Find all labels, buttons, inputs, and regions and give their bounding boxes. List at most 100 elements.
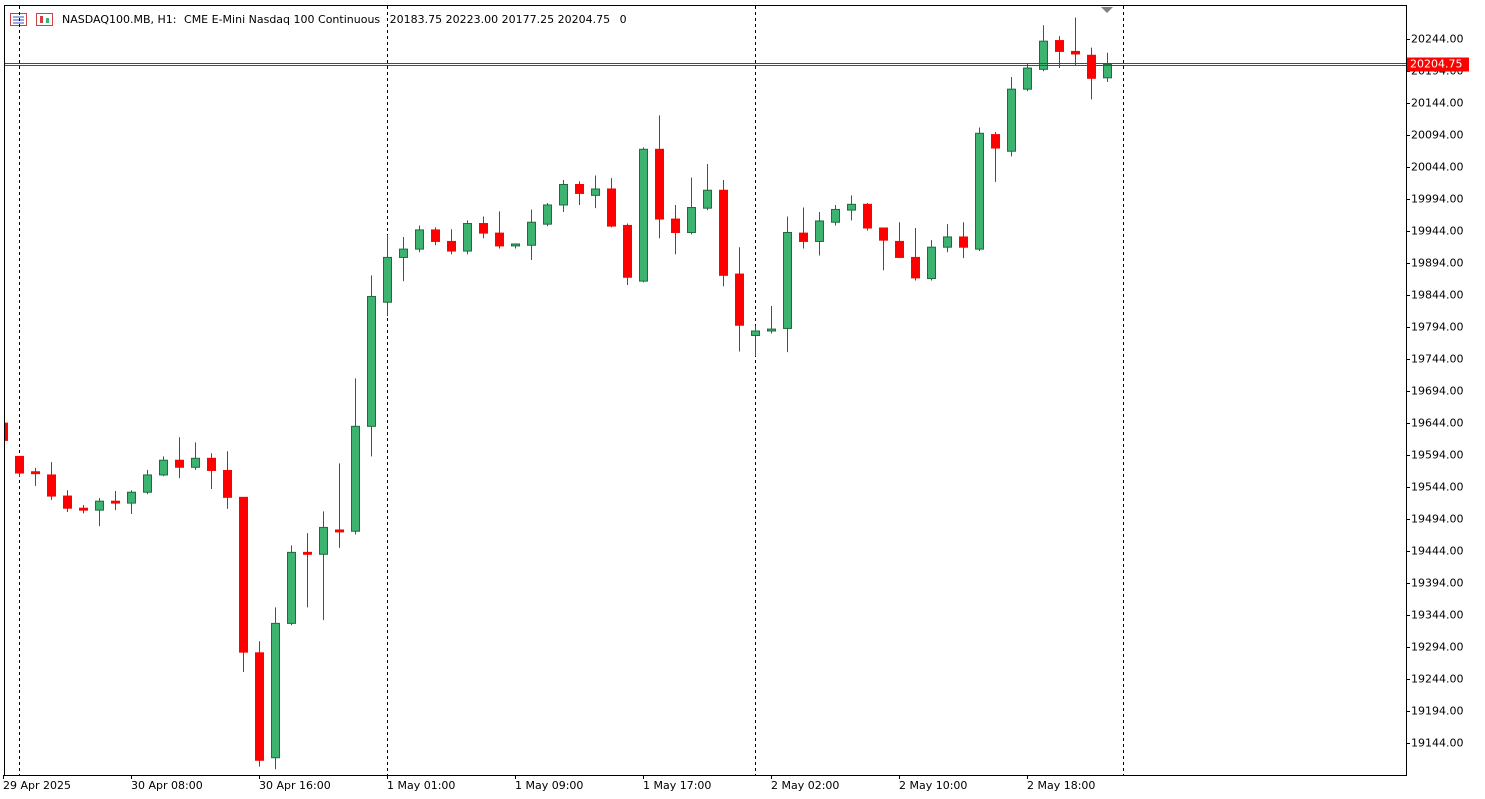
- candle-body: [223, 469, 232, 498]
- chart-header: NASDAQ100.MB, H1: CME E-Mini Nasdaq 100 …: [62, 13, 627, 26]
- candle-body: [431, 229, 440, 242]
- candle-body: [271, 622, 280, 759]
- candle-body: [639, 148, 648, 282]
- x-tick-label: 30 Apr 08:00: [131, 779, 203, 792]
- candle-body: [927, 246, 936, 280]
- header-icon: [10, 13, 53, 26]
- y-tick-label: 19194.00: [1411, 705, 1464, 718]
- price-label: 20204.75: [1410, 58, 1463, 71]
- y-tick-label: 19994.00: [1411, 193, 1464, 206]
- description: CME E-Mini Nasdaq 100 Continuous: [184, 13, 380, 26]
- candle-body: [31, 471, 40, 475]
- candle-body: [655, 148, 664, 220]
- quote-low: 20177.25: [502, 13, 555, 26]
- candle-body: [303, 551, 312, 555]
- candle-body: [895, 240, 904, 258]
- y-tick-label: 19644.00: [1411, 417, 1464, 430]
- candle-body: [463, 223, 472, 252]
- y-tick-label: 19794.00: [1411, 321, 1464, 334]
- volume: 0: [620, 13, 627, 26]
- candle-body: [991, 134, 1000, 149]
- x-tick-label: 2 May 18:00: [1027, 779, 1095, 792]
- shift-marker: [1101, 7, 1113, 13]
- x-tick-label: 30 Apr 16:00: [259, 779, 331, 792]
- symbol: NASDAQ100.MB, H1:: [62, 13, 177, 26]
- candle-body: [383, 256, 392, 303]
- quote-high: 20223.00: [446, 13, 499, 26]
- candle-body: [799, 232, 808, 242]
- candle-body: [751, 330, 760, 336]
- candle-body: [847, 203, 856, 211]
- y-tick-label: 19894.00: [1411, 257, 1464, 270]
- candle-body: [879, 227, 888, 241]
- candle-body: [719, 189, 728, 276]
- candle-body: [287, 551, 296, 624]
- candle-body: [111, 500, 120, 504]
- candle-body: [559, 183, 568, 206]
- candle-body: [831, 208, 840, 223]
- candle-body: [143, 474, 152, 493]
- candle-body: [1023, 67, 1032, 90]
- candle-body: [543, 204, 552, 225]
- y-tick-label: 19144.00: [1411, 737, 1464, 750]
- candle-body: [47, 474, 56, 497]
- candle-body: [15, 455, 24, 474]
- candle-body: [975, 132, 984, 250]
- quote-open: 20183.75: [390, 13, 443, 26]
- plot-area: [5, 6, 1406, 775]
- y-tick-label: 20094.00: [1411, 129, 1464, 142]
- candle-body: [703, 189, 712, 209]
- candle-body: [863, 203, 872, 229]
- candle-body: [591, 188, 600, 196]
- y-tick-label: 19294.00: [1411, 641, 1464, 654]
- candle-body: [415, 229, 424, 250]
- candle-body: [447, 240, 456, 252]
- candle-body: [175, 459, 184, 468]
- candle-body: [1071, 50, 1080, 55]
- candle-body: [623, 224, 632, 278]
- candle-body: [207, 457, 216, 471]
- plot-frame: [4, 5, 1407, 776]
- candle-body: [5, 422, 8, 441]
- candle-body: [767, 328, 776, 332]
- x-tick-label: 1 May 09:00: [515, 779, 583, 792]
- y-tick-label: 19944.00: [1411, 225, 1464, 238]
- y-tick-label: 19444.00: [1411, 545, 1464, 558]
- candle-body: [607, 188, 616, 227]
- candle-body: [911, 256, 920, 279]
- candle-body: [815, 220, 824, 242]
- candle-body: [527, 221, 536, 246]
- y-tick-label: 20144.00: [1411, 97, 1464, 110]
- candle-body: [351, 425, 360, 532]
- candle-body: [319, 526, 328, 555]
- y-tick-label: 19494.00: [1411, 513, 1464, 526]
- candle-body: [511, 243, 520, 247]
- x-tick-label: 1 May 17:00: [643, 779, 711, 792]
- candle-body: [1087, 54, 1096, 79]
- price-label-box: [1407, 57, 1469, 72]
- candle-body: [399, 248, 408, 258]
- y-tick-label: 19394.00: [1411, 577, 1464, 590]
- candle-body: [95, 500, 104, 511]
- y-tick-label: 19694.00: [1411, 385, 1464, 398]
- candle-body: [735, 273, 744, 326]
- candle-body: [127, 491, 136, 504]
- y-tick-label: 19244.00: [1411, 673, 1464, 686]
- candle-body: [495, 232, 504, 247]
- candle-body: [79, 507, 88, 511]
- y-tick-label: 19844.00: [1411, 289, 1464, 302]
- candle-body: [783, 231, 792, 329]
- quote-close: 20204.75: [558, 13, 611, 26]
- x-tick-label: 1 May 01:00: [387, 779, 455, 792]
- candle-body: [63, 495, 72, 509]
- y-tick-label: 19544.00: [1411, 481, 1464, 494]
- y-tick-label: 19344.00: [1411, 609, 1464, 622]
- candle-body: [335, 529, 344, 533]
- candle-body: [1039, 40, 1048, 70]
- y-tick-label: 20244.00: [1411, 33, 1464, 46]
- x-tick-label: 2 May 10:00: [899, 779, 967, 792]
- candle-body: [575, 183, 584, 194]
- y-tick-label: 19744.00: [1411, 353, 1464, 366]
- y-tick-label: 19594.00: [1411, 449, 1464, 462]
